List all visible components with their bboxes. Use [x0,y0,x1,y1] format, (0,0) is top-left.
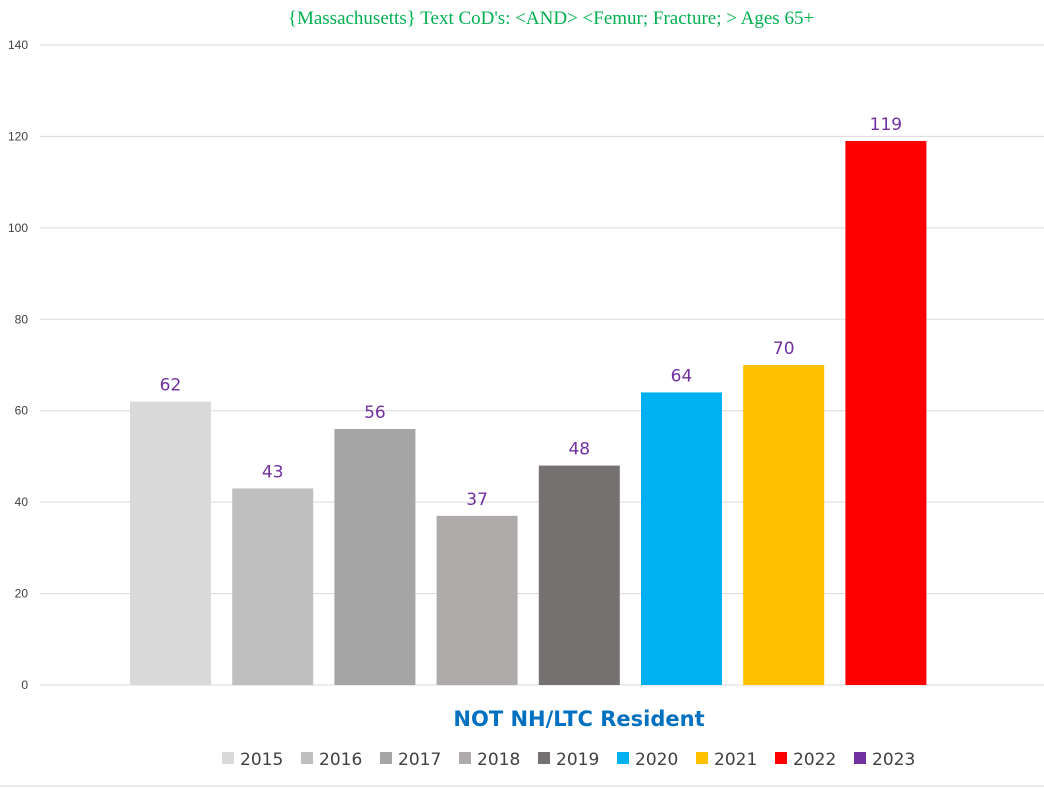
legend-label-2019: 2019 [556,750,599,770]
bar-2018 [436,515,518,685]
bar-2017 [334,429,416,685]
y-tick-label: 60 [15,404,29,418]
data-label-2022: 119 [870,115,902,135]
data-label-2020: 64 [671,366,693,386]
data-label-2019: 48 [568,440,590,460]
bar-2021 [743,365,825,685]
y-tick-label: 120 [8,129,28,143]
data-label-2017: 56 [364,403,386,423]
legend-swatch-2023 [854,752,866,764]
legend-label-2021: 2021 [714,750,757,770]
y-tick-label: 40 [15,495,29,509]
data-label-2016: 43 [262,462,284,482]
y-tick-label: 100 [8,221,28,235]
bar-2020 [641,392,722,685]
legend-swatch-2015 [222,752,234,764]
bar-2022 [845,141,927,685]
legend-label-2015: 2015 [240,750,283,770]
data-labels: 62 43 56 37 48 64 70 119 [160,115,902,510]
data-label-2015: 62 [160,376,182,396]
x-axis-label: NOT NH/LTC Resident [453,707,704,731]
bar-2015 [130,401,211,685]
data-label-2018: 37 [466,490,488,510]
legend-swatch-2018 [459,752,471,764]
bar-2016 [232,488,314,685]
y-tick-label: 0 [21,678,28,692]
bars [130,141,927,685]
legend-swatch-2016 [301,752,313,764]
chart-title: {Massachusetts} Text CoD's: <AND> <Femur… [288,8,814,29]
legend-label-2018: 2018 [477,750,520,770]
legend-label-2017: 2017 [398,750,441,770]
legend-label-2022: 2022 [793,750,836,770]
legend-swatch-2019 [538,752,550,764]
data-label-2021: 70 [773,339,795,359]
legend: 2015 2016 2017 2018 2019 2020 2021 2022 2023 [222,750,915,770]
y-tick-label: 140 [8,38,28,52]
bar-2019 [538,465,620,685]
y-tick-label: 80 [15,312,29,326]
legend-swatch-2020 [617,752,629,764]
y-axis-ticks: 0 20 40 60 80 100 120 140 [8,38,28,692]
legend-swatch-2021 [696,752,708,764]
legend-swatch-2022 [775,752,787,764]
legend-label-2023: 2023 [872,750,915,770]
legend-swatch-2017 [380,752,392,764]
legend-label-2020: 2020 [635,750,678,770]
y-tick-label: 20 [15,587,29,601]
legend-label-2016: 2016 [319,750,362,770]
